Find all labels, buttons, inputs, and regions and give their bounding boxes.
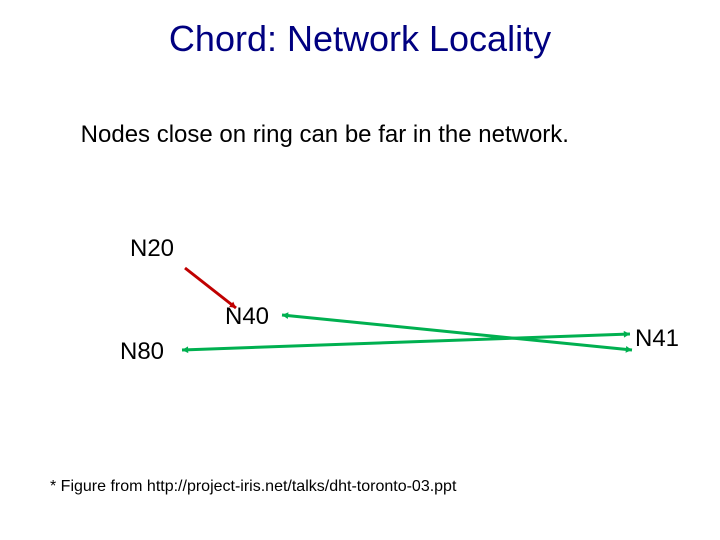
diagram-svg — [0, 0, 720, 540]
node-label-n40: N40 — [225, 303, 269, 331]
slide: Chord: Network Locality Nodes close on r… — [0, 0, 720, 540]
node-label-n20: N20 — [130, 235, 174, 263]
footnote-text: * Figure from http://project-iris.net/ta… — [50, 478, 456, 496]
node-label-n41: N41 — [635, 325, 679, 353]
node-label-n80: N80 — [120, 338, 164, 366]
